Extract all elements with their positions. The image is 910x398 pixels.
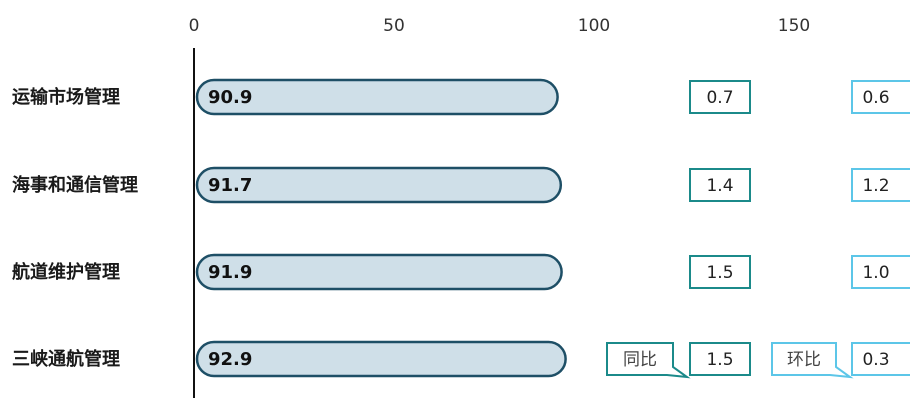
- yoy-value-box: [689, 342, 751, 376]
- yoy-value-label: 0.7: [706, 88, 733, 108]
- yoy-value-label: 1.5: [706, 350, 733, 370]
- bar-value-label: 91.7: [208, 175, 252, 196]
- yoy-value-box: [689, 80, 751, 114]
- chart-rows: 运输市场管理 90.9 0.7 0.6 海事和通信管理 91.7 1.4 1.2 航道维护管理 9…: [12, 78, 910, 379]
- mom-value-box: [851, 255, 910, 289]
- mom-callout-label: 环比: [787, 350, 821, 370]
- bar-value-label: 90.9: [208, 87, 252, 108]
- category-label: 三峡通航管理: [12, 348, 120, 370]
- mom-value-box: [851, 80, 910, 114]
- mom-value-label: 0.6: [862, 88, 889, 108]
- yoy-value-label: 1.5: [706, 263, 733, 283]
- bar: [195, 166, 563, 204]
- bar-row: 三峡通航管理 92.9 1.5 0.3: [12, 340, 910, 378]
- mom-value-label: 0.3: [862, 350, 889, 370]
- yoy-value-label: 1.4: [706, 176, 733, 196]
- yoy-callout-label: 同比: [623, 350, 657, 370]
- x-tick-label: 150: [778, 16, 810, 36]
- x-axis-ticks: 0 50 100 150: [189, 16, 811, 36]
- bar: [195, 253, 563, 291]
- bar: [195, 78, 559, 116]
- mom-value-box: [851, 168, 910, 202]
- mom-value-box: [851, 342, 910, 376]
- bar-value-label: 91.9: [208, 262, 252, 283]
- bar-row: 航道维护管理 91.9 1.5 1.0: [12, 253, 910, 291]
- mom-value-label: 1.0: [862, 263, 889, 283]
- bar: [195, 340, 567, 378]
- mom-callout: [771, 342, 854, 379]
- yoy-callout: [606, 342, 691, 379]
- x-tick-label: 0: [189, 16, 200, 36]
- bar-value-label: 92.9: [208, 349, 252, 370]
- category-label: 运输市场管理: [12, 86, 120, 108]
- mom-value-label: 1.2: [862, 176, 889, 196]
- x-tick-label: 50: [383, 16, 405, 36]
- bar-row: 运输市场管理 90.9 0.7 0.6: [12, 78, 910, 116]
- category-label: 航道维护管理: [12, 261, 120, 283]
- x-tick-label: 100: [578, 16, 610, 36]
- category-label: 海事和通信管理: [12, 174, 138, 196]
- yoy-value-box: [689, 168, 751, 202]
- bar-row: 海事和通信管理 91.7 1.4 1.2: [12, 166, 910, 204]
- yoy-value-box: [689, 255, 751, 289]
